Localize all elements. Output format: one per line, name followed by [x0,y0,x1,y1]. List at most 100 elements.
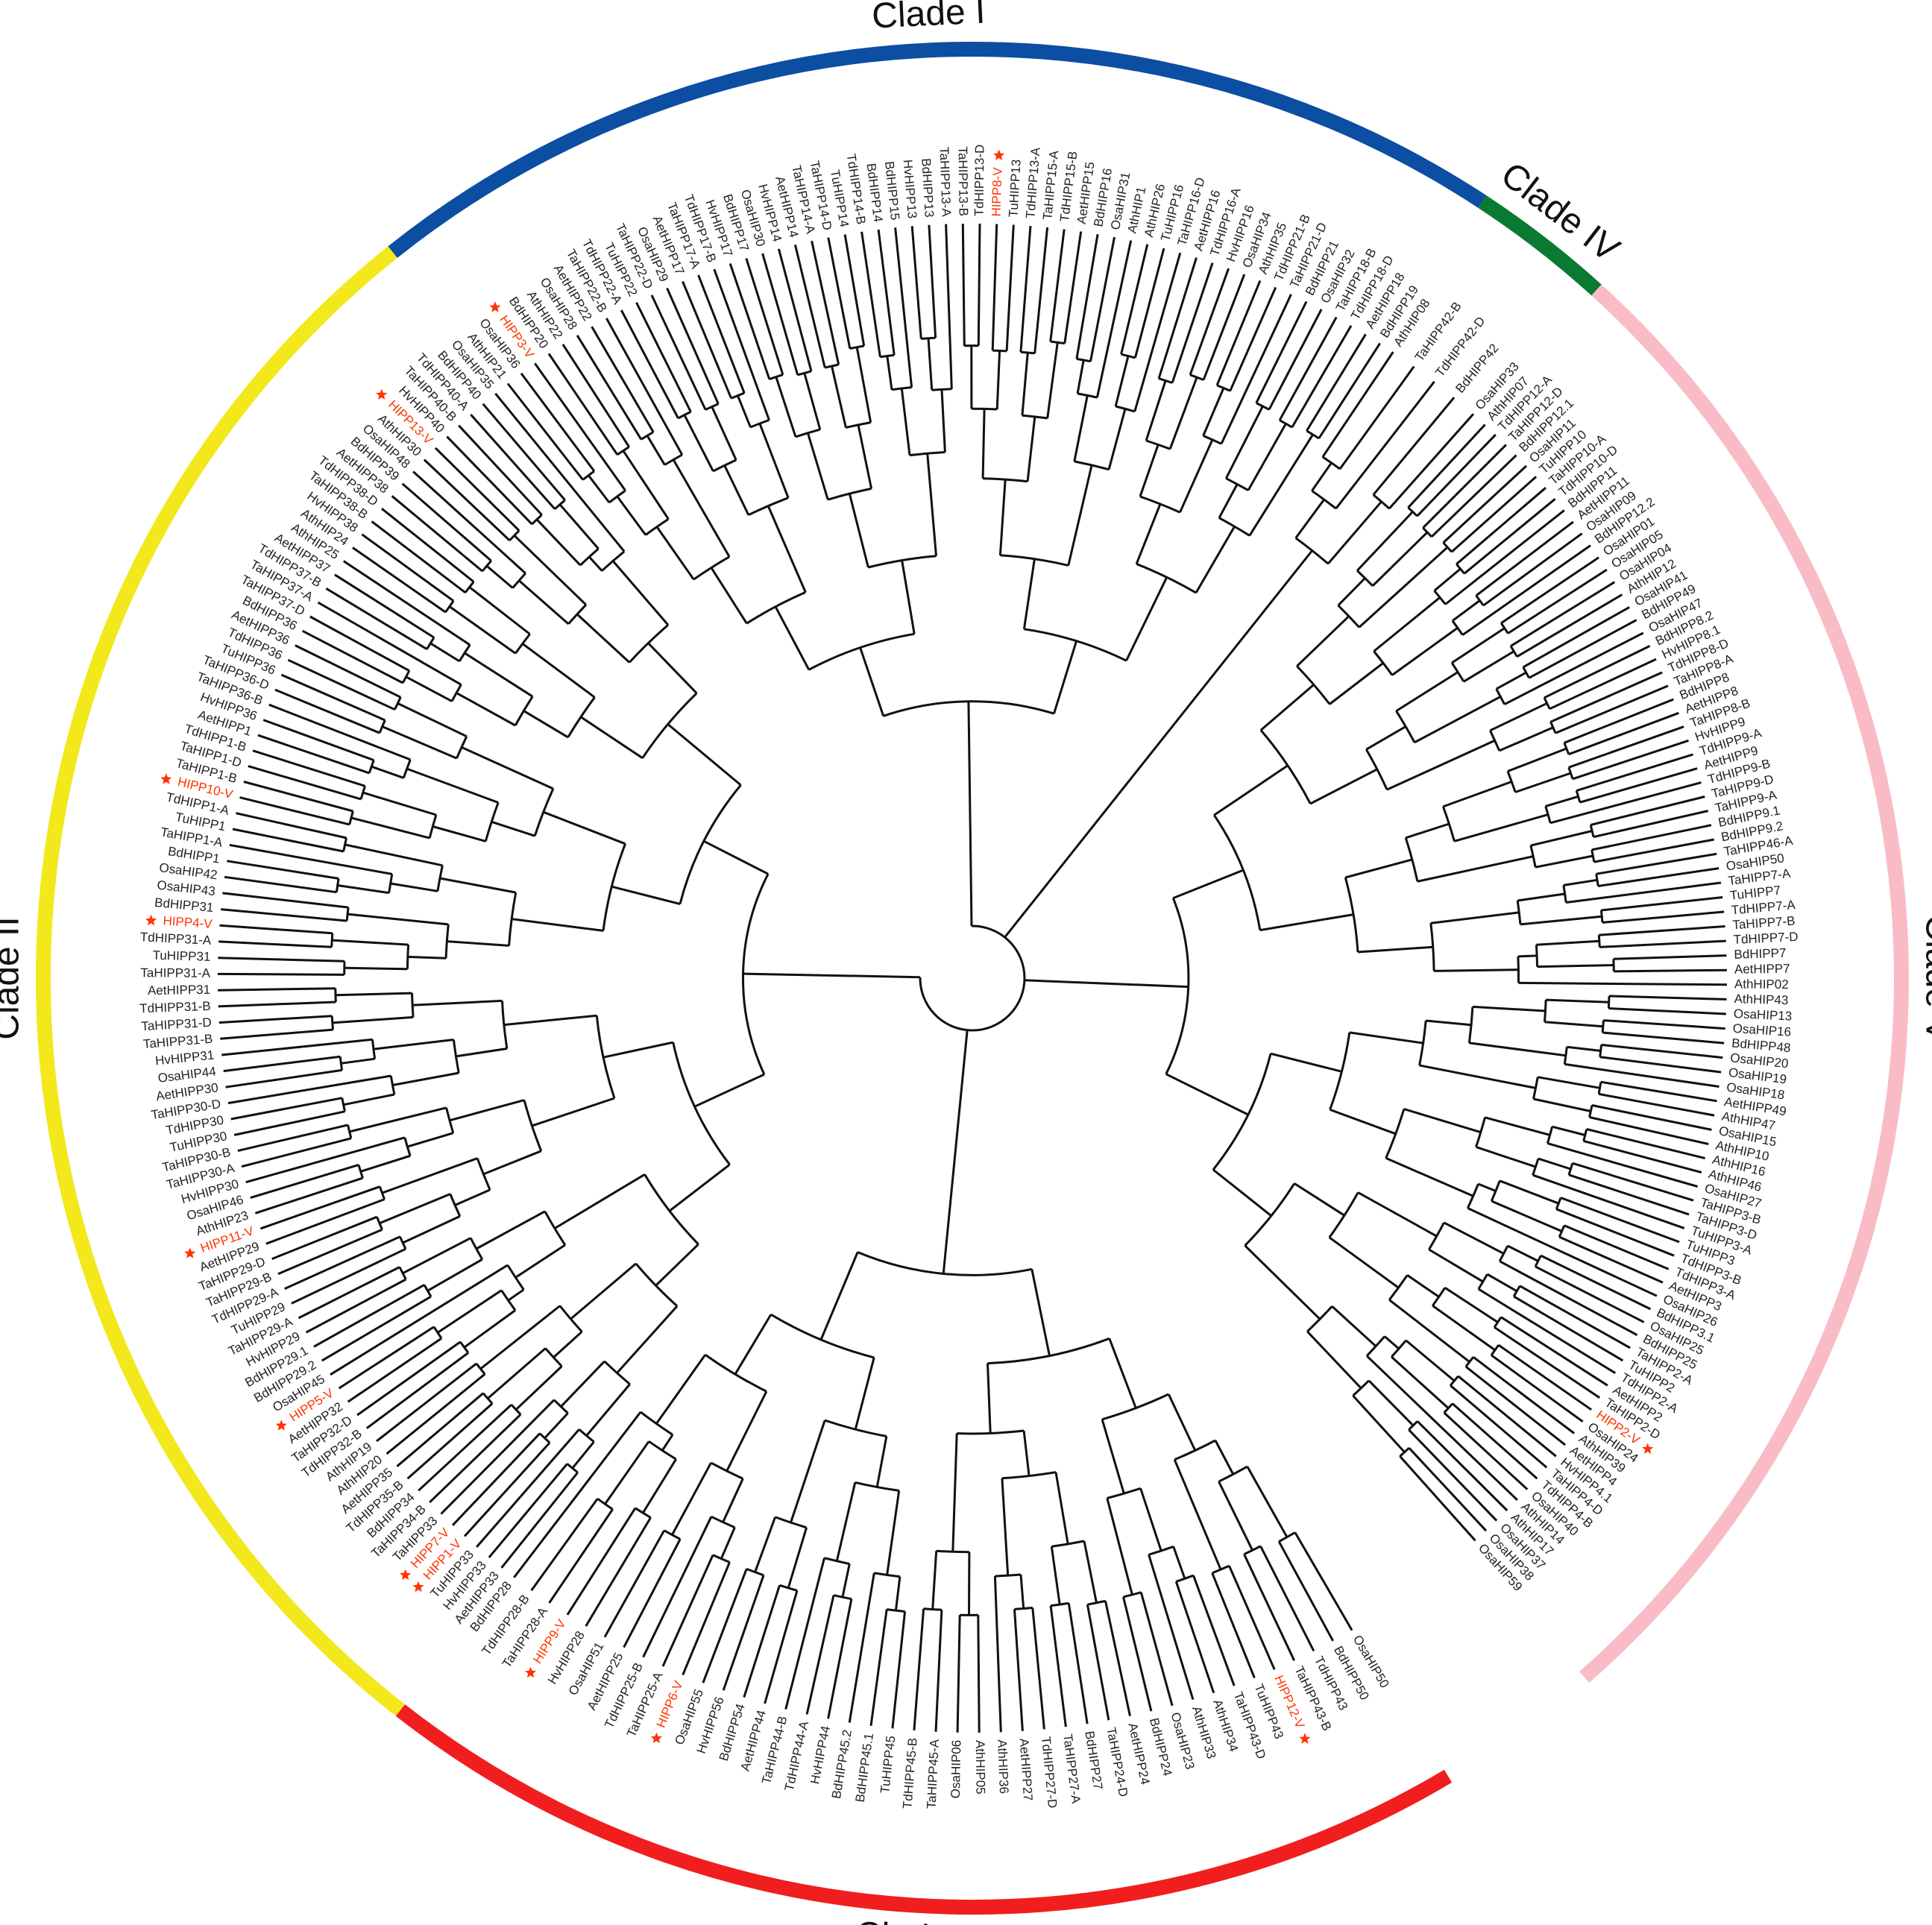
branch [931,388,952,391]
branch [1174,1439,1216,1461]
leaf-label: TaHIPP13-B [955,146,970,216]
branch [1405,822,1450,839]
branch [1475,594,1485,606]
branch [640,1411,673,1436]
branch [567,604,587,625]
branch [543,810,626,845]
branch [325,587,428,650]
branch [1472,1356,1576,1434]
branch [940,389,946,453]
branch [1506,770,1517,793]
branch [1601,1043,1723,1059]
branch [1451,1402,1538,1480]
branch [1189,268,1230,376]
branch [523,710,569,739]
branch [268,703,411,761]
branch [605,318,684,456]
branch [248,765,362,801]
branch [1453,813,1549,842]
branch [1432,1287,1447,1307]
branch [321,1295,432,1362]
branch [360,1154,411,1173]
branch [1005,224,1015,351]
branch [1278,316,1338,421]
branch [277,1228,383,1276]
branch [1601,896,1723,912]
branch [390,882,438,892]
branch [376,1362,477,1443]
branch [1388,1299,1470,1363]
branch [1545,795,1579,807]
branch [481,560,492,573]
branch [1139,1592,1174,1707]
branch [1555,684,1669,734]
branch [295,644,401,699]
branch [1407,423,1486,508]
branch [485,564,514,589]
branch [571,1440,595,1469]
leaf-label: TdHIPP7-D [1733,930,1799,947]
leaf-label: AetHIPP31 [148,983,210,998]
branch [987,1363,992,1434]
branch [265,1198,386,1245]
branch [245,1136,406,1184]
branch [341,1057,375,1065]
branch [1067,1603,1089,1724]
branch [1337,605,1360,628]
branch [1148,1554,1195,1701]
branch [382,725,458,760]
branch [1244,1182,1296,1247]
branch [1613,954,1727,960]
branch [702,1568,748,1683]
branch [726,1390,768,1472]
branch [1115,405,1136,413]
branch [476,1428,580,1548]
branch [1373,596,1441,652]
branch [779,1584,798,1592]
leaf-label: OsaHIP06 [948,1740,964,1799]
branch [1507,1244,1539,1262]
branch [449,1099,525,1122]
branch [1590,849,1596,863]
branch [928,224,937,338]
branch [683,414,714,472]
branch [1494,1326,1601,1399]
branch [913,1608,925,1731]
branch [1456,487,1546,565]
branch [848,1572,875,1723]
branch [1591,824,1712,851]
branch [927,338,934,391]
branch [487,1347,547,1399]
branch [1218,1465,1248,1483]
branch [1243,1545,1262,1556]
highlight-star [145,914,157,926]
branch [458,424,543,516]
branch [548,1508,614,1604]
branch [447,940,509,947]
branch [1220,294,1292,444]
branch [432,825,486,842]
branch [1558,1235,1664,1284]
branch [470,414,556,510]
branch [787,1527,808,1589]
highlight-star [184,1247,196,1258]
branch [1294,1182,1345,1217]
branch [1107,409,1127,470]
branch [1579,767,1698,804]
branch [491,820,535,837]
branch [1456,563,1465,575]
branch [795,428,821,438]
branch [1337,577,1366,607]
branch [396,1392,484,1467]
leaf-label: AetHIPP7 [1734,962,1790,977]
branch [722,1478,744,1523]
branch [1572,739,1689,781]
branch [1519,1285,1631,1349]
branch [617,446,630,456]
branch [1452,599,1481,622]
branch [961,224,966,346]
leaf-label: AetHIPP27 [1017,1738,1036,1801]
branch [1461,544,1591,636]
branch [347,913,449,926]
branch [608,489,626,504]
